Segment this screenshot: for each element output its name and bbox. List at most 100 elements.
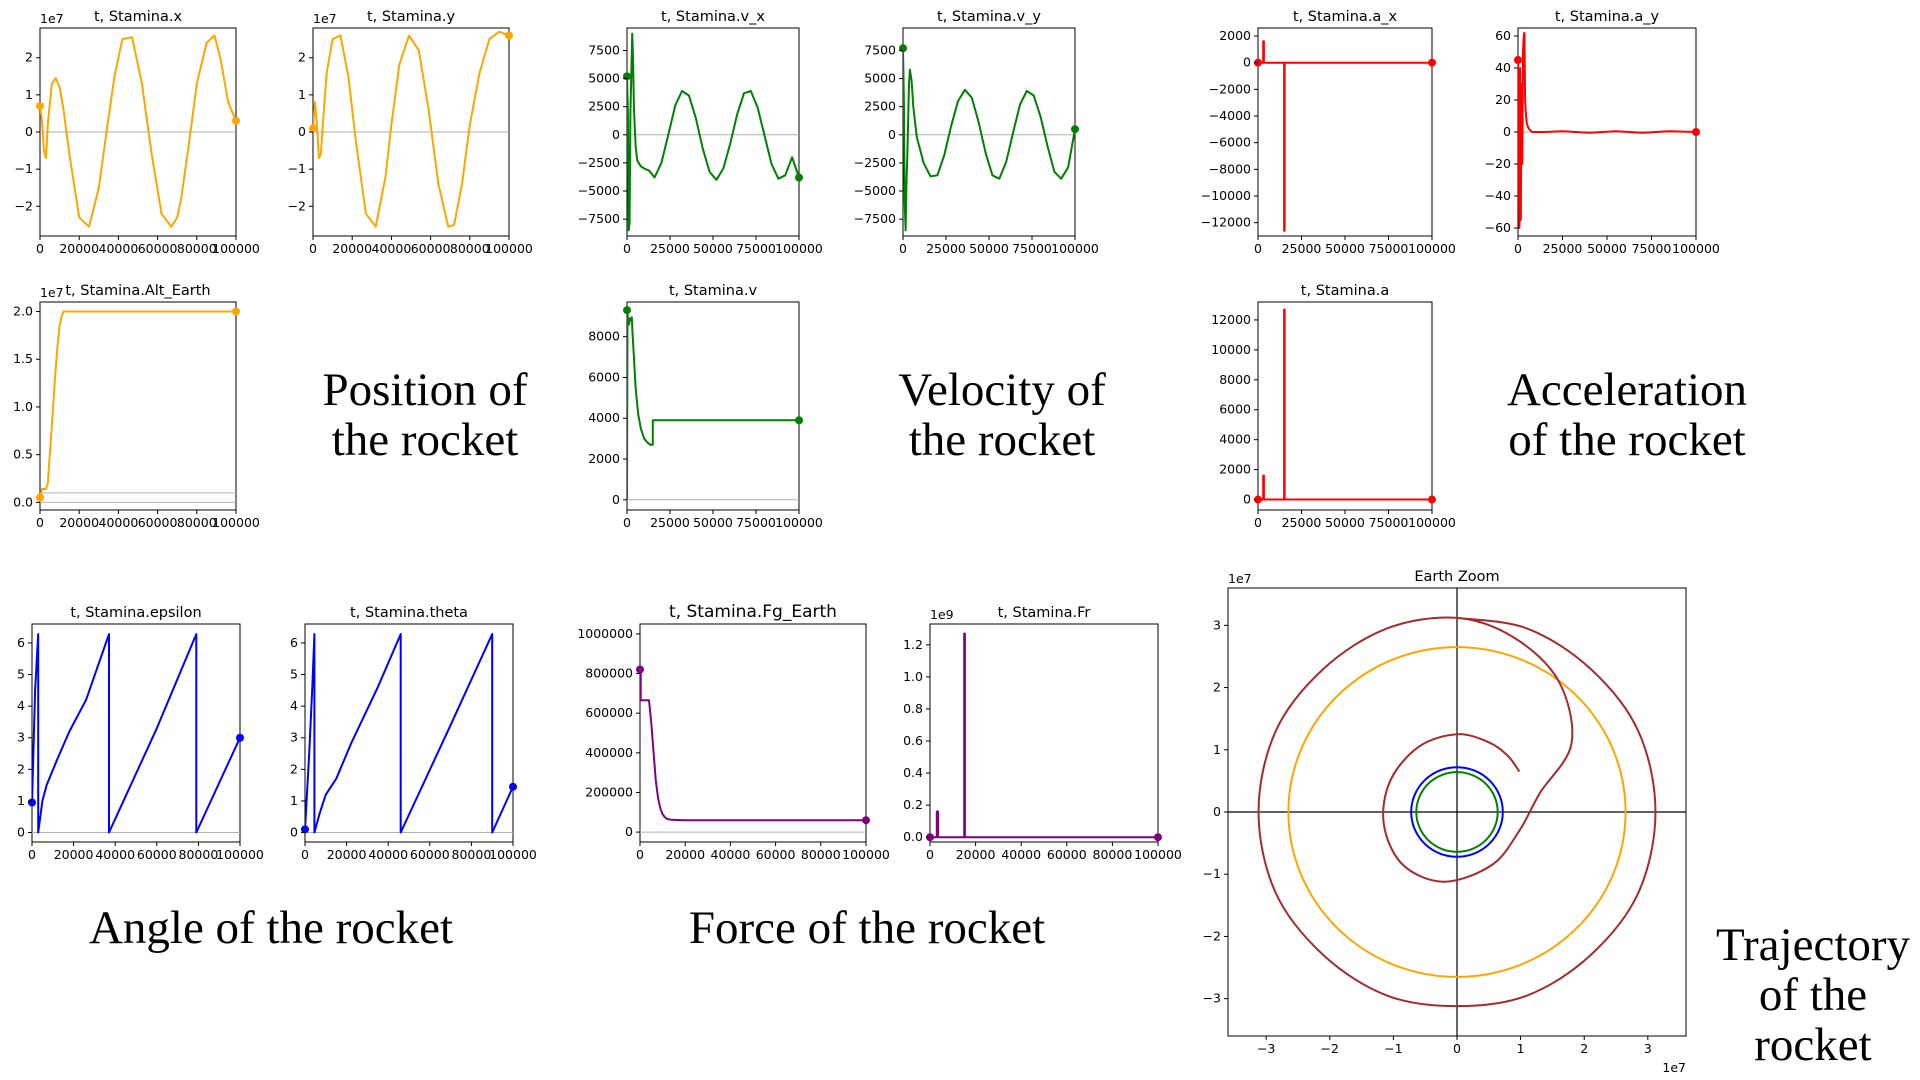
y-tick-label: 1 <box>1213 742 1221 757</box>
y-tick-label: 600000 <box>585 705 633 720</box>
x-tick-label: 100000 <box>775 241 823 256</box>
y-tick-label: 5 <box>17 667 25 682</box>
x-tick-label: 0 <box>623 515 631 530</box>
y-tick-label: 2 <box>25 50 33 65</box>
chart-v: 0 25000 50000 75000 100000 0 2000 4000 6000 8000 t… <box>588 283 823 530</box>
x-tick-label: 20000 <box>327 847 367 862</box>
x-tick-label: 0 <box>36 515 44 530</box>
start-marker <box>301 825 309 834</box>
series-line <box>32 633 240 834</box>
caption-position-line2: the rocket <box>332 414 519 466</box>
y-tick-label: 2500 <box>588 99 620 114</box>
y-tick-label: −1 <box>15 161 33 176</box>
plot-content <box>627 309 799 501</box>
x-tick-label: 100000 <box>1672 241 1720 256</box>
y-exponent-label: 1e7 <box>40 11 64 26</box>
y-tick-label: 0.8 <box>903 701 923 716</box>
y-exponent-label: 1e7 <box>313 11 337 26</box>
x-tick-label: 100000 <box>485 241 533 256</box>
x-tick-label: 0 <box>1254 241 1262 256</box>
y-tick-label: 40 <box>1495 60 1511 75</box>
y-tick-label: −2000 <box>1209 81 1251 96</box>
y-tick-label: 1000000 <box>577 626 633 641</box>
plot-area <box>304 623 514 843</box>
y-tick-label: 4000 <box>588 410 620 425</box>
y-tick-label: 0.0 <box>903 829 923 844</box>
y-tick-label: 200000 <box>585 784 633 799</box>
x-tick-label: 25000 <box>1282 515 1322 530</box>
y-tick-label: 2 <box>290 761 298 776</box>
x-tick-label: 50000 <box>693 241 733 256</box>
x-tick-label: 50000 <box>1587 241 1627 256</box>
y-tick-label: −6000 <box>1209 135 1251 150</box>
plot-content <box>930 632 1158 839</box>
x-tick-label: 0 <box>636 847 644 862</box>
chart-title: t, Stamina.v_y <box>937 9 1041 25</box>
y-tick-label: 2500 <box>864 99 896 114</box>
start-marker <box>623 306 631 315</box>
x-tick-label: 60000 <box>138 515 178 530</box>
y-tick-label: 3 <box>290 730 298 745</box>
x-tick-label: 100000 <box>1408 241 1456 256</box>
y-tick-label: 2000 <box>1219 28 1251 43</box>
x-tick-label: 3 <box>1644 1041 1652 1056</box>
plot-content <box>313 30 509 228</box>
y-tick-label: 1 <box>298 87 306 102</box>
chart-ay: 0 25000 50000 75000 100000 −60 −40 −20 0 20 40 60 t,… <box>1485 9 1720 256</box>
y-exponent-label: 1e7 <box>40 285 64 300</box>
y-tick-label: −7500 <box>578 211 620 226</box>
x-tick-label: 0 <box>1453 1041 1461 1056</box>
y-tick-label: 0 <box>290 825 298 840</box>
y-tick-label: 4 <box>17 698 25 713</box>
chart-title: t, Stamina.a_y <box>1555 9 1660 25</box>
plot-content <box>40 310 236 503</box>
y-tick-label: 0 <box>1503 124 1511 139</box>
x-tick-label: 25000 <box>1282 241 1322 256</box>
y-tick-label: 1.0 <box>13 399 33 414</box>
chart-title: t, Stamina.x <box>94 9 183 25</box>
y-tick-label: 3 <box>1213 617 1221 632</box>
start-marker <box>28 798 36 807</box>
x-tick-label: 40000 <box>368 847 408 862</box>
x-tick-label: 80000 <box>179 847 219 862</box>
x-tick-label: 40000 <box>372 241 412 256</box>
x-tick-label: 20000 <box>59 241 99 256</box>
y-tick-label: 20 <box>1495 92 1511 107</box>
x-tick-label: 40000 <box>1001 847 1041 862</box>
x-tick-label: 2 <box>1580 1041 1588 1056</box>
y-tick-label: 3 <box>17 730 25 745</box>
plot-content <box>32 633 240 834</box>
x-tick-label: 60000 <box>411 241 451 256</box>
y-tick-label: 0.4 <box>903 765 923 780</box>
plot-area <box>1257 301 1433 511</box>
x-tick-label: 40000 <box>95 847 135 862</box>
x-tick-label: 60000 <box>1047 847 1087 862</box>
trajectory-path <box>1257 616 1657 1008</box>
x-tick-label: 0 <box>623 241 631 256</box>
x-tick-label: 0 <box>1254 515 1262 530</box>
x-tick-label: 40000 <box>99 241 139 256</box>
series-line <box>40 34 236 228</box>
end-marker <box>232 307 240 316</box>
x-tick-label: 75000 <box>1369 515 1409 530</box>
y-tick-label: −20 <box>1485 156 1511 171</box>
y-tick-label: 7500 <box>864 42 896 57</box>
y-tick-label: 0 <box>612 127 620 142</box>
x-tick-label: 0 <box>28 847 36 862</box>
plot-content <box>640 668 866 833</box>
x-tick-label: 0 <box>926 847 934 862</box>
y-tick-label: 60 <box>1495 28 1511 43</box>
end-marker <box>1692 128 1700 136</box>
y-tick-label: 8000 <box>1219 372 1251 387</box>
y-tick-label: 2 <box>17 761 25 776</box>
y-tick-label: −2 <box>15 198 33 213</box>
y-tick-label: 2 <box>298 50 306 65</box>
plot-area <box>626 27 800 237</box>
plot-content <box>40 34 236 228</box>
y-tick-label: −12000 <box>1201 215 1251 230</box>
y-tick-label: 2000 <box>1219 462 1251 477</box>
caption-trajectory-line1: Trajectory <box>1716 919 1911 971</box>
x-tick-label: 40000 <box>711 847 751 862</box>
